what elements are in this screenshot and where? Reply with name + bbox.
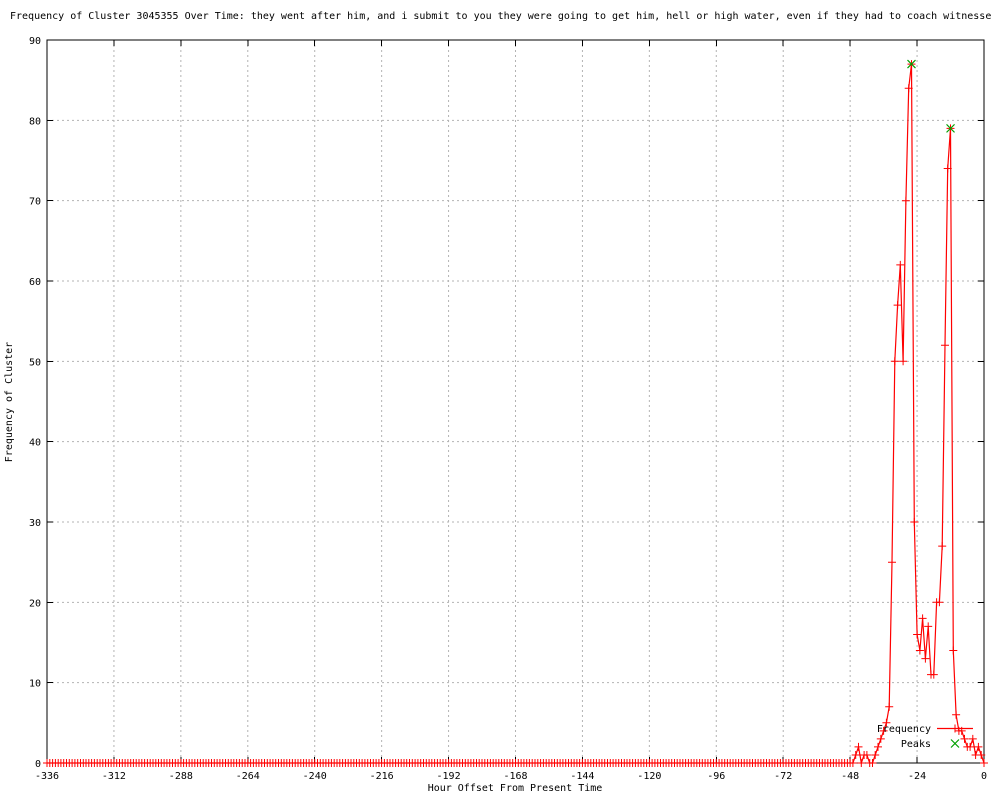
svg-text:20: 20 <box>29 598 41 609</box>
svg-text:-24: -24 <box>908 771 926 782</box>
svg-text:-192: -192 <box>437 771 461 782</box>
gridlines <box>46 39 985 764</box>
svg-text:30: 30 <box>29 518 41 529</box>
svg-text:0: 0 <box>981 771 987 782</box>
svg-text:-288: -288 <box>169 771 193 782</box>
svg-text:-216: -216 <box>370 771 394 782</box>
peaks-cross-sample-icon <box>950 739 960 748</box>
svg-text:-336: -336 <box>35 771 59 782</box>
svg-text:40: 40 <box>29 438 41 449</box>
svg-text:0: 0 <box>35 759 41 770</box>
svg-text:80: 80 <box>29 116 41 127</box>
svg-text:-96: -96 <box>707 771 725 782</box>
frequency-line-sample-icon <box>937 724 973 733</box>
legend: Frequency Peaks <box>877 724 973 750</box>
svg-text:10: 10 <box>29 679 41 690</box>
svg-text:60: 60 <box>29 277 41 288</box>
legend-peaks-label: Peaks <box>901 739 931 750</box>
svg-text:50: 50 <box>29 357 41 368</box>
svg-text:70: 70 <box>29 197 41 208</box>
svg-text:-168: -168 <box>503 771 527 782</box>
svg-text:-72: -72 <box>774 771 792 782</box>
svg-text:-264: -264 <box>236 771 260 782</box>
svg-text:90: 90 <box>29 36 41 47</box>
svg-text:-240: -240 <box>303 771 327 782</box>
y-axis-label: Frequency of Cluster <box>4 342 15 462</box>
svg-text:-48: -48 <box>841 771 859 782</box>
data-series <box>43 59 988 767</box>
chart-title: Frequency of Cluster 3045355 Over Time: … <box>10 11 991 22</box>
tick-labels: -336 -312 -288 -264 -240 -216 -192 -168 -144 -120… <box>29 36 987 782</box>
svg-text:-144: -144 <box>570 771 594 782</box>
x-axis-label: Hour Offset From Present Time <box>428 783 603 794</box>
svg-text:-120: -120 <box>637 771 661 782</box>
svg-text:-312: -312 <box>102 771 126 782</box>
legend-frequency-label: Frequency <box>877 724 931 735</box>
